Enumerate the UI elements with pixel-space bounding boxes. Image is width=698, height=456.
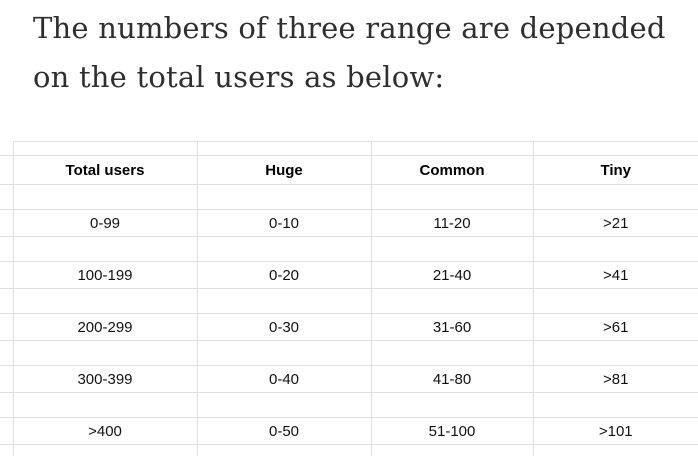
table-cell-tiny: >81 [532, 365, 698, 393]
spacer-cell [532, 288, 698, 314]
spacer-cell [12, 236, 198, 262]
spacer-cell [532, 184, 698, 210]
table-cell-total-users: 200-299 [12, 313, 198, 341]
table-row: 300-399 0-40 41-80 >81 [0, 365, 698, 393]
spacer-cell [532, 141, 698, 156]
table-cell-huge: 0-40 [196, 365, 372, 393]
spacer-cell [12, 340, 198, 366]
spacer-cell [370, 236, 534, 262]
table-cell-total-users: >400 [12, 417, 198, 445]
spacer-cell [532, 340, 698, 366]
users-range-table: Total users Huge Common Tiny 0-99 0-10 1… [0, 141, 698, 456]
spacer-cell [0, 444, 14, 456]
spacer-cell [370, 184, 534, 210]
spacer-row [0, 340, 698, 366]
table-cell-common: 11-20 [370, 209, 534, 237]
spacer-cell [12, 392, 198, 418]
spacer-cell [12, 288, 198, 314]
spacer-cell [370, 340, 534, 366]
spacer-cell [532, 236, 698, 262]
table-row: 100-199 0-20 21-40 >41 [0, 261, 698, 289]
spacer-cell [370, 392, 534, 418]
spacer-cell [0, 417, 14, 445]
table-row: 200-299 0-30 31-60 >61 [0, 313, 698, 341]
header-cell-total-users: Total users [12, 155, 198, 185]
table-cell-total-users: 100-199 [12, 261, 198, 289]
table-header-row: Total users Huge Common Tiny [0, 155, 698, 185]
spacer-cell [370, 288, 534, 314]
table-cell-common: 31-60 [370, 313, 534, 341]
table-row: 0-99 0-10 11-20 >21 [0, 209, 698, 237]
header-cell-common: Common [370, 155, 534, 185]
spacer-cell [196, 340, 372, 366]
spacer-cell [0, 184, 14, 210]
spacer-row [0, 236, 698, 262]
spacer-cell [532, 444, 698, 456]
spacer-row [0, 444, 698, 456]
spacer-row [0, 184, 698, 210]
spacer-row [0, 288, 698, 314]
table-cell-tiny: >61 [532, 313, 698, 341]
spacer-cell [196, 236, 372, 262]
table-cell-tiny: >41 [532, 261, 698, 289]
table-cell-tiny: >101 [532, 417, 698, 445]
heading-line-1: The numbers of three range are depended [33, 11, 666, 45]
spacer-cell [0, 209, 14, 237]
table-row: >400 0-50 51-100 >101 [0, 417, 698, 445]
table-cell-huge: 0-30 [196, 313, 372, 341]
spacer-cell [12, 184, 198, 210]
spacer-cell [196, 141, 372, 156]
table-cell-huge: 0-20 [196, 261, 372, 289]
spacer-cell [0, 261, 14, 289]
table-cell-huge: 0-10 [196, 209, 372, 237]
table-cell-huge: 0-50 [196, 417, 372, 445]
spacer-cell [196, 392, 372, 418]
users-range-table-container: Total users Huge Common Tiny 0-99 0-10 1… [0, 141, 698, 456]
spacer-cell [0, 141, 14, 156]
table-cell-common: 41-80 [370, 365, 534, 393]
spacer-cell [196, 444, 372, 456]
page-heading: The numbers of three range are depended … [33, 4, 683, 102]
spacer-cell [12, 141, 198, 156]
spacer-cell [0, 365, 14, 393]
spacer-cell [0, 313, 14, 341]
table-cell-common: 51-100 [370, 417, 534, 445]
spacer-cell [196, 184, 372, 210]
spacer-cell [0, 155, 14, 185]
heading-line-2: on the total users as below: [33, 60, 445, 94]
spacer-cell [0, 236, 14, 262]
spacer-cell [12, 444, 198, 456]
table-cell-total-users: 300-399 [12, 365, 198, 393]
table-cell-tiny: >21 [532, 209, 698, 237]
header-cell-huge: Huge [196, 155, 372, 185]
table-cell-common: 21-40 [370, 261, 534, 289]
spacer-cell [370, 141, 534, 156]
spacer-cell [196, 288, 372, 314]
spacer-cell [370, 444, 534, 456]
table-cell-total-users: 0-99 [12, 209, 198, 237]
spacer-cell [0, 340, 14, 366]
spacer-cell [0, 392, 14, 418]
sliver-row [0, 141, 698, 156]
spacer-cell [0, 288, 14, 314]
spacer-row [0, 392, 698, 418]
spacer-cell [532, 392, 698, 418]
header-cell-tiny: Tiny [532, 155, 698, 185]
